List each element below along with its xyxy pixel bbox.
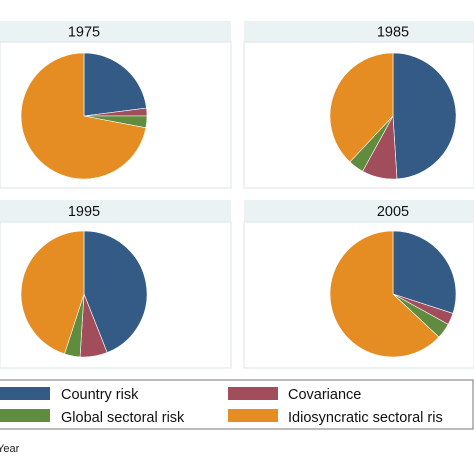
slice-1985-country-risk: [392, 52, 457, 180]
slice-1975-country-risk: [83, 52, 147, 117]
panel-1-title: 1975: [68, 25, 100, 41]
panel-1-frame: [0, 41, 232, 189]
slice-1975-idiosyncratic-sectoral-ris: [20, 52, 147, 180]
panel-2: 1985: [243, 21, 474, 189]
legend-label-covariance: Covariance: [288, 387, 361, 403]
legend-swatch-covariance: [228, 387, 278, 400]
legend-swatch-idiosyncratic-sectoral-risk: [228, 409, 278, 422]
panel-3-frame: [0, 221, 232, 369]
legend-label-idiosyncratic-sectoral-risk: Idiosyncratic sectoral ris: [288, 410, 443, 426]
panel-2-pie: [329, 52, 457, 180]
footer-note: Year: [0, 443, 20, 455]
panel-3: 1995: [0, 200, 232, 369]
legend-swatch-global-sectoral-risk: [0, 409, 50, 422]
panel-2-frame: [243, 41, 474, 189]
panel-4-pie: [329, 230, 457, 358]
panel-4-frame: [243, 221, 474, 369]
slice-1985-idiosyncratic-sectoral-ris: [329, 52, 394, 163]
legend-label-country-risk: Country risk: [61, 387, 139, 403]
panel-1-header: [0, 21, 231, 42]
legend-label-global-sectoral-risk: Global sectoral risk: [61, 410, 185, 426]
panel-3-pie: [20, 230, 148, 358]
panel-3-header: [0, 200, 231, 222]
panel-1: 1975: [0, 21, 232, 189]
panel-4-header: [244, 200, 474, 222]
legend-swatch-country-risk: [0, 387, 50, 400]
panel-2-title: 1985: [377, 25, 409, 41]
panel-4: 2005: [243, 200, 474, 369]
panel-1-pie: [20, 52, 148, 180]
slice-2005-idiosyncratic-sectoral-ris: [329, 230, 440, 358]
panel-3-title: 1995: [68, 204, 100, 220]
legend: Country risk Covariance Global sectoral …: [0, 379, 474, 430]
slice-1995-country-risk: [83, 230, 148, 353]
slice-1995-idiosyncratic-sectoral-ris: [20, 230, 85, 355]
panel-4-title: 2005: [377, 204, 409, 220]
panel-2-header: [244, 21, 474, 42]
slice-2005-country-risk: [392, 230, 457, 314]
